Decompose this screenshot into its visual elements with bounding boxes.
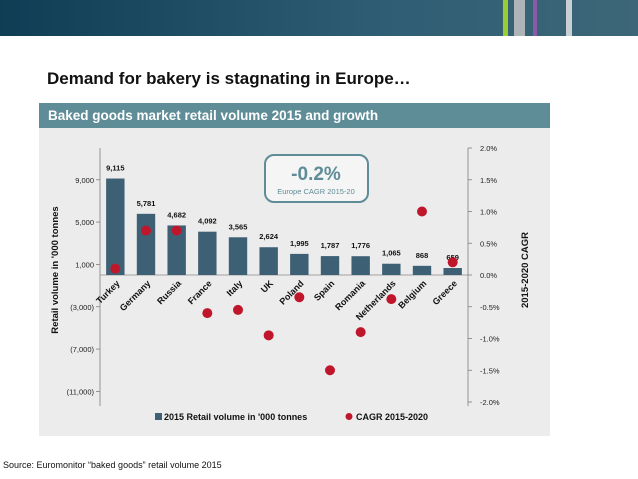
- cagr-series: [110, 206, 458, 376]
- y-right-tick-label: 2.0%: [480, 144, 497, 153]
- y-axis-right: 2.0% 1.5% 1.0% 0.5% 0.0% -0.5% -1.0% -1.5% -2.0%: [467, 144, 500, 407]
- callout-box: -0.2% Europe CAGR 2015-20: [264, 154, 369, 203]
- bar-value-label: 5,781: [137, 199, 156, 208]
- y-left-tick-label: (3,000): [70, 303, 94, 312]
- legend-dot-label: CAGR 2015-2020: [356, 412, 428, 422]
- y-axis-left: 9,000 5,000 1,000 (3,000) (7,000) (11,000): [67, 148, 468, 406]
- banner-accent-gray: [514, 0, 525, 36]
- bar: [290, 253, 309, 275]
- category-label: Poland: [277, 278, 305, 306]
- callout-frame: [264, 154, 369, 203]
- y-left-tick-label: 5,000: [75, 218, 94, 227]
- cagr-dot: [263, 330, 274, 341]
- legend: 2015 Retail volume in '000 tonnes CAGR 2…: [155, 412, 428, 422]
- bar: [136, 213, 156, 275]
- bar-series: [106, 178, 462, 275]
- y-left-tick-label: 1,000: [75, 260, 94, 269]
- bar: [351, 256, 370, 275]
- bar: [382, 263, 401, 275]
- bar: [228, 237, 248, 275]
- chart-header: Baked goods market retail volume 2015 an…: [39, 103, 550, 128]
- cagr-dot: [325, 365, 335, 376]
- bar: [106, 178, 125, 275]
- bar-value-label: 1,065: [382, 249, 401, 258]
- y-right-tick-label: -1.5%: [480, 366, 500, 375]
- bar: [167, 225, 186, 275]
- y-axis-left-title: Retail volume in '000 tonnes: [50, 206, 61, 333]
- bar-value-label: 868: [416, 251, 429, 260]
- category-label: France: [186, 278, 214, 306]
- category-label: Belgium: [396, 278, 428, 310]
- y-right-tick-label: 1.5%: [480, 176, 497, 185]
- y-right-tick-label: -2.0%: [480, 398, 500, 407]
- y-right-tick-label: -0.5%: [480, 303, 500, 312]
- y-right-tick-label: -1.0%: [480, 335, 500, 344]
- category-label: Russia: [155, 278, 184, 307]
- bar-value-label: 4,682: [167, 210, 186, 219]
- banner-accent-green: [503, 0, 508, 36]
- callout-value: -0.2%: [291, 164, 341, 185]
- bar-value-label: 9,115: [106, 164, 124, 173]
- y-right-tick-label: 1.0%: [480, 208, 497, 217]
- top-banner: [0, 0, 638, 36]
- bar-value-label: 1,787: [321, 241, 340, 250]
- cagr-dot: [417, 206, 427, 217]
- legend-bar-label: 2015 Retail volume in '000 tonnes: [164, 412, 307, 422]
- banner-accent-purple: [533, 0, 537, 36]
- bar-value-label: 4,092: [198, 217, 217, 226]
- y-left-tick-label: (11,000): [67, 387, 95, 396]
- category-label: UK: [259, 278, 276, 295]
- bar: [198, 231, 217, 275]
- bar-value-label: 1,995: [290, 239, 309, 248]
- callout-label: Europe CAGR 2015-20: [277, 187, 355, 196]
- cagr-dot: [233, 304, 243, 315]
- legend-dot-swatch: [345, 413, 353, 420]
- cagr-dot: [355, 327, 366, 338]
- bar: [412, 265, 432, 275]
- cagr-dot: [294, 292, 305, 303]
- bar-value-label: 2,624: [259, 232, 279, 241]
- bar-value-label: 1,776: [351, 241, 370, 250]
- slide-title: Demand for bakery is stagnating in Europ…: [47, 69, 411, 88]
- cagr-dot: [141, 225, 151, 236]
- y-right-tick-label: 0.5%: [480, 239, 497, 248]
- y-left-tick-label: 9,000: [75, 176, 94, 185]
- y-axis-right-title: 2015-2020 CAGR: [520, 232, 531, 308]
- category-label: Spain: [312, 278, 336, 302]
- y-left-tick-label: (7,000): [70, 345, 94, 354]
- bar: [259, 247, 278, 275]
- category-label: Turkey: [94, 278, 121, 305]
- category-label: Greece: [430, 278, 459, 307]
- bar-value-label: 3,565: [229, 222, 248, 231]
- bar: [320, 256, 340, 275]
- legend-bar-swatch: [155, 413, 162, 420]
- category-label: Italy: [225, 278, 245, 298]
- cagr-dot: [110, 263, 121, 274]
- category-label: Germany: [118, 278, 153, 313]
- y-right-tick-label: 0.0%: [480, 271, 497, 280]
- banner-accent-light: [566, 0, 572, 36]
- bar: [443, 268, 462, 275]
- cagr-dot: [386, 294, 397, 305]
- cagr-dot: [447, 257, 458, 268]
- cagr-dot: [202, 308, 213, 319]
- source-note: Source: Euromonitor “baked goods” retail…: [3, 460, 222, 470]
- cagr-dot: [171, 225, 182, 236]
